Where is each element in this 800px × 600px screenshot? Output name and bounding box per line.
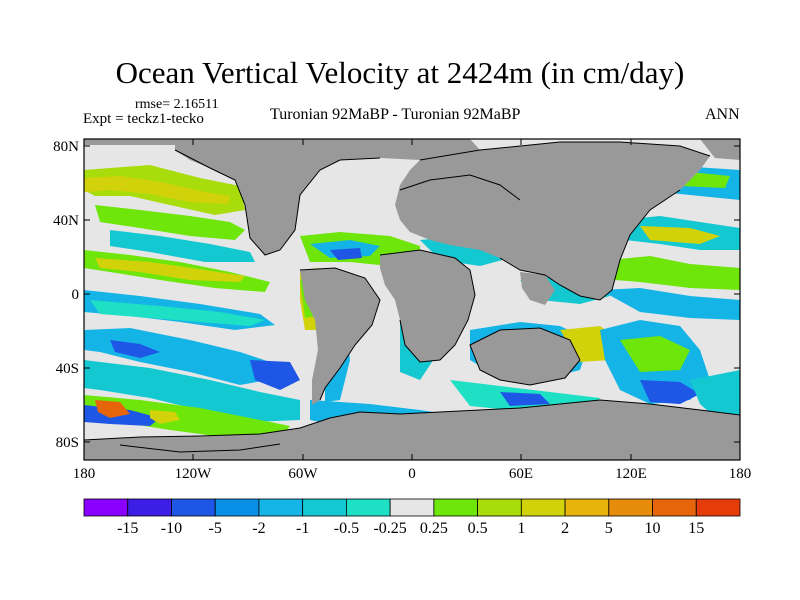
- map-title: Ocean Vertical Velocity at 2424m (in cm/…: [115, 55, 685, 90]
- colorbar-swatch: [695, 498, 741, 517]
- colorbar-swatch: [214, 498, 260, 517]
- x-axis-ticks: [83, 139, 741, 460]
- x-label: 120E: [615, 466, 647, 482]
- colorbar-label: -0.25: [373, 520, 406, 537]
- colorbar-swatch: [389, 498, 435, 517]
- colorbar-label: 5: [605, 520, 613, 537]
- colorbar-label: 0.25: [420, 520, 448, 537]
- colorbar-swatch: [608, 498, 653, 517]
- y-label: 40N: [53, 213, 79, 229]
- y-label: 0: [72, 287, 80, 303]
- colorbar-label: 15: [688, 520, 704, 537]
- x-label: 0: [408, 466, 416, 482]
- colorbar: [83, 498, 741, 517]
- map-field: [84, 139, 740, 460]
- y-label: 40S: [56, 361, 79, 377]
- x-label: 60E: [509, 466, 533, 482]
- colorbar-swatch: [171, 498, 216, 517]
- y-label: 80N: [53, 139, 79, 155]
- colorbar-label: 2: [561, 520, 569, 537]
- colorbar-swatch: [477, 498, 522, 517]
- x-label: 60W: [288, 466, 318, 482]
- colorbar-label: 1: [517, 520, 525, 537]
- colorbar-label: -15: [117, 520, 138, 537]
- x-label: 120W: [175, 466, 213, 482]
- colorbar-label: 0.5: [468, 520, 488, 537]
- season-label: ANN: [705, 106, 740, 123]
- colorbar-swatch: [302, 498, 347, 517]
- colorbar-swatch: [520, 498, 566, 517]
- colorbar-label: -10: [161, 520, 182, 537]
- colorbar-swatch: [345, 498, 391, 517]
- land-masses: [84, 139, 740, 460]
- colorbar-swatch: [433, 498, 479, 517]
- colorbar-label: -2: [252, 520, 265, 537]
- colorbar-swatch: [258, 498, 304, 517]
- x-label: 180: [73, 466, 96, 482]
- x-label: 180: [729, 466, 752, 482]
- y-label: 80S: [56, 435, 79, 451]
- rmse-label: rmse= 2.16511: [135, 97, 219, 112]
- coastlines: [84, 141, 740, 453]
- colorbar-swatch: [127, 498, 172, 517]
- colorbar-swatch: [83, 498, 129, 517]
- y-axis-ticks: [84, 145, 740, 443]
- colorbar-label: -5: [209, 520, 222, 537]
- colorbar-label: -0.5: [334, 520, 359, 537]
- colorbar-labels: -15 -10 -5 -2 -1 -0.5 -0.25 0.25 0.5 1 2 5 10 15: [117, 520, 704, 537]
- colorbar-label: -1: [296, 520, 309, 537]
- colorbar-swatch: [564, 498, 610, 517]
- x-axis-labels: 180 120W 60W 0 60E 120E 180: [73, 466, 752, 482]
- y-axis-labels: 80N 40N 0 40S 80S: [53, 139, 79, 451]
- period-label: Turonian 92MaBP - Turonian 92MaBP: [270, 106, 521, 123]
- experiment-label: Expt = teckz1-tecko: [83, 111, 204, 127]
- colorbar-label: 10: [645, 520, 661, 537]
- colorbar-swatch: [652, 498, 697, 517]
